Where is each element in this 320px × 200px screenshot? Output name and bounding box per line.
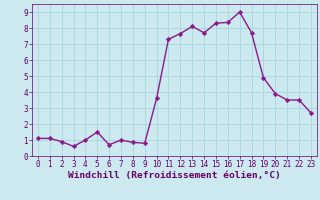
X-axis label: Windchill (Refroidissement éolien,°C): Windchill (Refroidissement éolien,°C) [68, 171, 281, 180]
